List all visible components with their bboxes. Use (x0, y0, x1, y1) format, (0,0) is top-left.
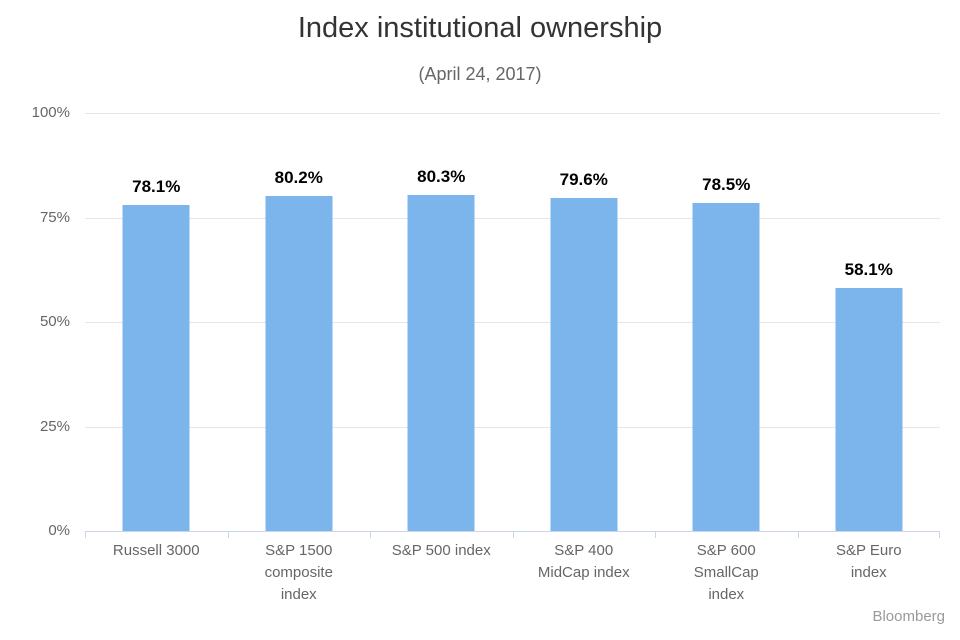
bar-1 (122, 204, 190, 531)
bar-value-label: 78.5% (702, 174, 751, 194)
x-axis-category-label: S&P 400 MidCap index (537, 542, 630, 581)
bar-value-label: 78.1% (132, 176, 181, 196)
gridline (85, 113, 940, 114)
x-axis-tick (939, 531, 940, 538)
bar-3 (407, 195, 475, 531)
x-axis-category-label: S&P 500 index (391, 542, 491, 559)
bar-column: 58.1% (798, 113, 941, 531)
plot-area: 78.1% 80.2% 80.3% 79.6% 78.5% 58.1% (85, 113, 940, 532)
y-axis-tick-label: 50% (39, 313, 70, 330)
y-axis-tick-label: 100% (31, 104, 70, 121)
gridline (85, 426, 940, 428)
bar-value-label: 58.1% (844, 260, 893, 280)
chart-title: Index institutional ownership (297, 12, 663, 44)
x-axis-tick (797, 531, 799, 538)
x-axis-tick (655, 531, 656, 538)
bar-4 (550, 198, 618, 531)
bar-value-label: 79.6% (559, 170, 608, 190)
bar-column: 79.6% (513, 113, 656, 531)
chart-subtitle: (April 24, 2017) (418, 64, 542, 84)
x-axis-category-label: S&P Euro index (835, 542, 902, 581)
x-axis-category-label: S&P 1500 composite index (264, 542, 333, 603)
x-axis-tick (512, 531, 514, 538)
x-axis-tick (227, 531, 229, 538)
bar-value-label: 80.2% (274, 167, 323, 187)
bar-column: 80.3% (370, 113, 513, 531)
gridline (85, 322, 940, 323)
x-axis-category-label: S&P 600 SmallCap index (693, 542, 759, 603)
x-axis-tick (85, 531, 86, 538)
x-axis-category-label: Russell 3000 (112, 542, 200, 559)
y-axis-tick-label: 75% (39, 208, 70, 226)
bar-6 (835, 288, 903, 531)
y-axis-tick-label: 0% (48, 522, 70, 539)
bar-5 (692, 202, 760, 531)
source-credit: Bloomberg (872, 608, 945, 625)
gridline (85, 217, 940, 219)
bar-column: 78.5% (655, 113, 798, 531)
bar-value-label: 80.3% (417, 167, 466, 187)
x-axis-tick (370, 531, 371, 538)
y-axis-tick-label: 25% (39, 417, 70, 435)
bar-column: 80.2% (228, 113, 371, 531)
bar-column: 78.1% (85, 113, 228, 531)
bar-2 (265, 195, 333, 531)
